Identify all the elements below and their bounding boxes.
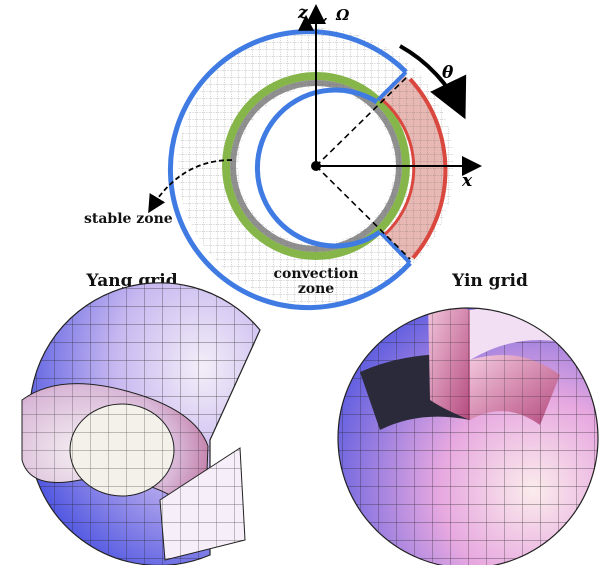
outer-boundary [167, 29, 412, 311]
stable-zone-arrow [148, 159, 233, 214]
sector-cut-bottom [379, 231, 412, 265]
rotation-label: Ω [335, 6, 350, 24]
stable-zone-label: stable zone [84, 211, 173, 227]
angle-theta-label: θ [442, 63, 454, 83]
yang-grid-figure: Yang grid [21, 271, 261, 565]
axis-x-label: x [461, 171, 473, 191]
yin-grid-label: Yin grid [451, 271, 528, 291]
sector-ray-top [315, 75, 409, 167]
sector-cut-top [376, 70, 408, 102]
inner-boundary [254, 87, 382, 249]
cross-section-diagram: z Ω θ x stable zone convection zone [84, 3, 482, 311]
theta-arrow [399, 44, 467, 120]
sector-outer-edge [408, 77, 448, 260]
convection-zone-label-line2: zone [298, 281, 334, 297]
origin-point [311, 161, 321, 171]
sector-grid [380, 75, 447, 262]
sector-ray-bottom [315, 165, 411, 260]
convection-zone-label-line1: convection [274, 266, 359, 282]
yin-grid-figure: Yin grid [337, 271, 599, 565]
rotation-arrow [298, 14, 327, 31]
axis-z-label: z [297, 3, 308, 23]
